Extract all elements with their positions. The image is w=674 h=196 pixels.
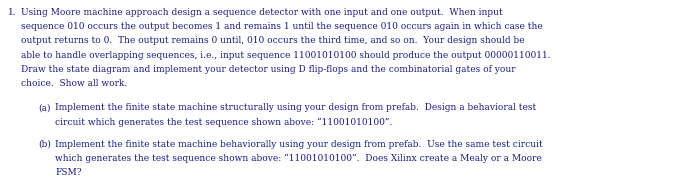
Text: Using Moore machine approach design a sequence detector with one input and one o: Using Moore machine approach design a se… xyxy=(21,8,503,17)
Text: sequence 010 occurs the output becomes 1 and remains 1 until the sequence 010 oc: sequence 010 occurs the output becomes 1… xyxy=(21,22,543,31)
Text: (a): (a) xyxy=(38,103,51,112)
Text: Implement the finite state machine structurally using your design from prefab.  : Implement the finite state machine struc… xyxy=(55,103,537,112)
Text: choice.  Show all work.: choice. Show all work. xyxy=(21,79,127,88)
Text: Implement the finite state machine behaviorally using your design from prefab.  : Implement the finite state machine behav… xyxy=(55,140,543,149)
Text: 1.: 1. xyxy=(8,8,17,17)
Text: output returns to 0.  The output remains 0 until, 010 occurs the third time, and: output returns to 0. The output remains … xyxy=(21,36,524,45)
Text: circuit which generates the test sequence shown above: “11001010100”.: circuit which generates the test sequenc… xyxy=(55,117,392,127)
Text: (b): (b) xyxy=(38,140,51,149)
Text: able to handle overlapping sequences, i.e., input sequence 11001010100 should pr: able to handle overlapping sequences, i.… xyxy=(21,51,551,60)
Text: FSM?: FSM? xyxy=(55,168,82,177)
Text: Draw the state diagram and implement your detector using D flip-flops and the co: Draw the state diagram and implement you… xyxy=(21,65,516,74)
Text: which generates the test sequence shown above: “11001010100”.  Does Xilinx creat: which generates the test sequence shown … xyxy=(55,154,542,163)
